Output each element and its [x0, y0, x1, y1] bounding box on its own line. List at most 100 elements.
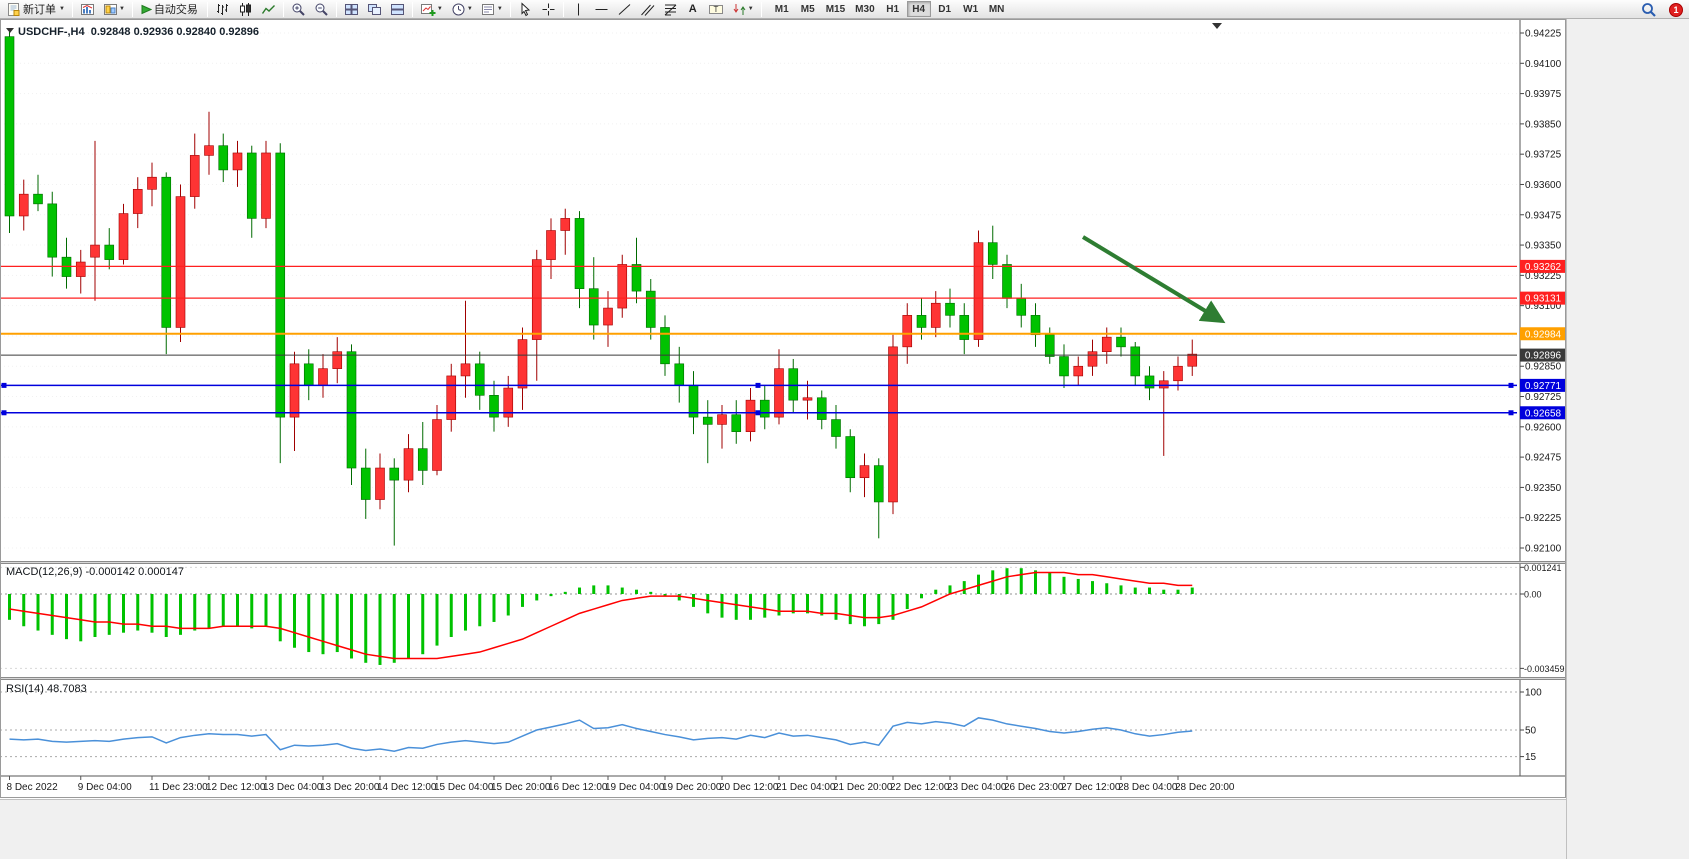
crosshair-tool-button[interactable] [538, 1, 559, 18]
svg-text:28 Dec 20:00: 28 Dec 20:00 [1175, 782, 1235, 793]
arrows-tool-button[interactable]: ▼ [729, 1, 757, 18]
fibonacci-tool-button[interactable] [660, 1, 681, 18]
svg-text:15: 15 [1525, 752, 1537, 763]
svg-text:16 Dec 12:00: 16 Dec 12:00 [548, 782, 608, 793]
vertical-line-tool-button[interactable] [568, 1, 589, 18]
candlestick-chart-type-button[interactable] [235, 1, 256, 18]
svg-text:0.93600: 0.93600 [1525, 180, 1562, 191]
text-label-tool-button[interactable]: T [705, 1, 727, 18]
svg-text:0.92600: 0.92600 [1525, 422, 1562, 433]
svg-text:21 Dec 20:00: 21 Dec 20:00 [833, 782, 893, 793]
arrows-icon [732, 2, 747, 17]
svg-text:0.92658: 0.92658 [1525, 408, 1562, 419]
horizontal-lines[interactable] [0, 265, 1517, 416]
timeframe-mn-button[interactable]: MN [988, 4, 1005, 15]
chart-ohlc-values: 0.92848 0.92936 0.92840 0.92896 [90, 26, 259, 38]
notification-badge[interactable]: 1 [1669, 2, 1683, 17]
trendline-tool-button[interactable] [614, 1, 635, 18]
svg-text:14 Dec 12:00: 14 Dec 12:00 [377, 782, 437, 793]
new-chart-button[interactable]: ▼ [417, 1, 446, 18]
toolbar-separator [131, 1, 133, 17]
tile-windows-icon [344, 2, 359, 17]
svg-text:0.94225: 0.94225 [1525, 29, 1562, 40]
templates-button[interactable]: ▼ [478, 1, 506, 18]
chevron-down-icon: ▼ [496, 6, 503, 12]
toolbar-right-area: 1 [1641, 0, 1683, 19]
chart-window-icon [80, 2, 95, 17]
chevron-down-icon: ▼ [59, 6, 65, 12]
arrange-windows-button[interactable] [387, 1, 408, 18]
search-icon[interactable] [1641, 2, 1657, 18]
chevron-down-icon: ▼ [436, 6, 443, 12]
right-filler [1566, 19, 1689, 859]
svg-text:0.92850: 0.92850 [1525, 362, 1562, 373]
arrange-windows-icon [390, 2, 405, 17]
vertical-line-icon [571, 2, 586, 17]
timeframe-m30-button[interactable]: M30 [855, 4, 875, 15]
svg-text:0.93262: 0.93262 [1525, 262, 1562, 273]
timeframe-h4-button[interactable]: H4 [906, 1, 931, 17]
chart-window[interactable]: 0.94225 0.94100 0.93975 0.93850 0.93725 0.936… [0, 19, 1566, 799]
timeframe-group: M1 M5 M15 M30 H1 H4 D1 W1 MN [769, 1, 1010, 17]
svg-text:0.93975: 0.93975 [1525, 89, 1562, 100]
toolbar-separator [206, 1, 208, 17]
charts-button[interactable] [77, 1, 98, 18]
zoom-out-button[interactable] [311, 1, 332, 18]
line-chart-icon [261, 2, 276, 17]
window-border [0, 19, 1566, 798]
svg-text:13 Dec 04:00: 13 Dec 04:00 [263, 782, 323, 793]
bottom-filler [0, 799, 1566, 859]
timeframe-d1-button[interactable]: D1 [938, 4, 952, 15]
chart-canvas[interactable]: 0.94225 0.94100 0.93975 0.93850 0.93725 0.936… [0, 19, 1566, 798]
chevron-down-icon: ▼ [118, 6, 125, 12]
chevron-down-icon: ▼ [747, 6, 754, 12]
svg-text:19 Dec 20:00: 19 Dec 20:00 [662, 782, 722, 793]
horizontal-line-tool-button[interactable] [591, 1, 612, 18]
new-order-button[interactable]: 新订单 ▼ [3, 1, 68, 18]
svg-text:26 Dec 23:00: 26 Dec 23:00 [1004, 782, 1064, 793]
toolbar-separator [282, 1, 284, 17]
zoom-in-button[interactable] [288, 1, 309, 18]
candlestick-series [4, 31, 1198, 546]
rsi-label: RSI(14) 48.7083 [6, 683, 87, 695]
profiles-button[interactable]: ▼ [100, 1, 128, 18]
timeframe-w1-button[interactable]: W1 [963, 4, 979, 15]
periods-button[interactable]: ▼ [448, 1, 476, 18]
fibonacci-icon [663, 2, 678, 17]
channel-icon [640, 2, 655, 17]
svg-text:15 Dec 04:00: 15 Dec 04:00 [434, 782, 494, 793]
svg-text:0.00: 0.00 [1524, 590, 1542, 600]
svg-text:0.94100: 0.94100 [1525, 59, 1562, 70]
macd-label: MACD(12,26,9) -0.000142 0.000147 [6, 566, 184, 578]
candlestick-chart-icon [238, 2, 253, 17]
cascade-windows-button[interactable] [364, 1, 385, 18]
svg-text:23 Dec 04:00: 23 Dec 04:00 [947, 782, 1007, 793]
toolbar-separator [335, 1, 337, 17]
trend-arrow[interactable] [1081, 235, 1226, 324]
timeframe-m1-button[interactable]: M1 [774, 4, 789, 15]
svg-text:0.93475: 0.93475 [1525, 210, 1562, 221]
autotrading-button[interactable]: 自动交易 [137, 1, 203, 18]
trendline-icon [617, 2, 632, 17]
svg-text:0.93850: 0.93850 [1525, 119, 1562, 130]
svg-text:0.92984: 0.92984 [1525, 329, 1562, 340]
timeframe-m15-button[interactable]: M15 [825, 4, 846, 15]
text-tool-button[interactable]: A [683, 1, 703, 18]
timeframe-m5-button[interactable]: M5 [800, 4, 815, 15]
channel-tool-button[interactable] [637, 1, 658, 18]
chart-markers[interactable] [6, 23, 1222, 33]
cursor-tool-button[interactable] [515, 1, 536, 18]
time-axis[interactable]: 8 Dec 2022 9 Dec 04:00 11 Dec 23:0012 Dec … [0, 775, 1566, 793]
svg-text:8 Dec 2022: 8 Dec 2022 [7, 782, 59, 793]
svg-text:0.93100: 0.93100 [1525, 301, 1562, 312]
bar-chart-type-button[interactable] [212, 1, 233, 18]
text-icon: A [688, 3, 697, 15]
svg-text:0.92725: 0.92725 [1525, 392, 1562, 403]
svg-text:-0.003459: -0.003459 [1524, 664, 1565, 674]
line-chart-type-button[interactable] [258, 1, 279, 18]
main-toolbar: 新订单 ▼ ▼ 自动交易 ▼ [0, 0, 1689, 19]
svg-text:13 Dec 20:00: 13 Dec 20:00 [320, 782, 380, 793]
pane-separators[interactable] [0, 561, 1566, 680]
tile-windows-button[interactable] [341, 1, 362, 18]
timeframe-h1-button[interactable]: H1 [886, 4, 900, 15]
